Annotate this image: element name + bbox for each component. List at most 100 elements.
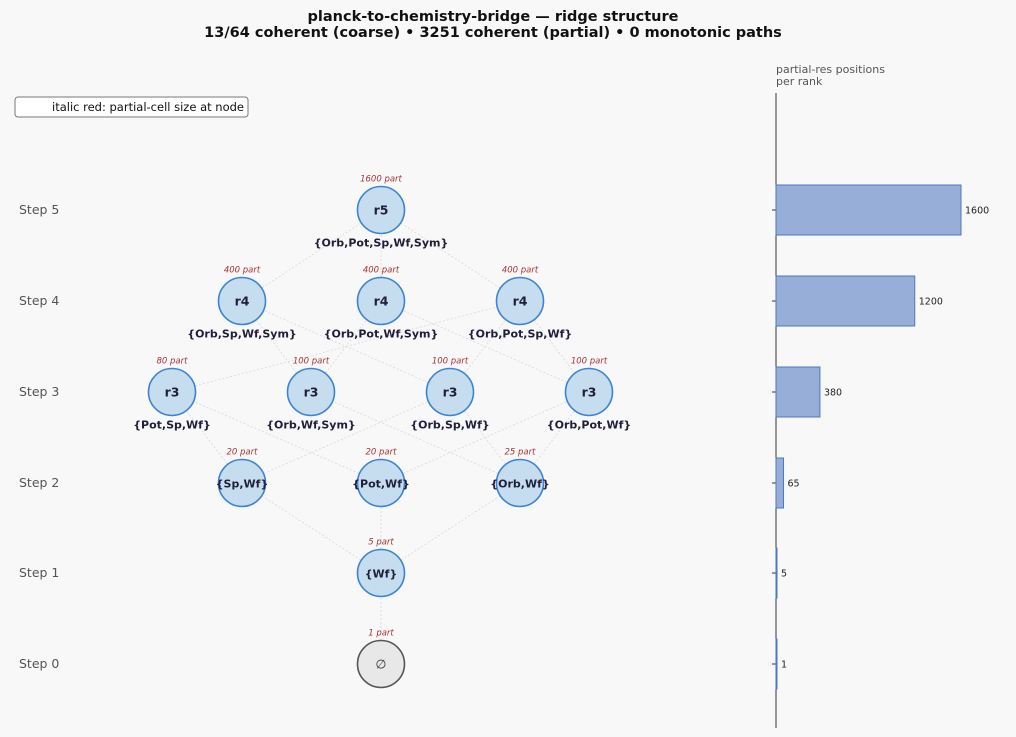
- node-label-n3d: r3: [582, 385, 597, 400]
- node-label-n4a: r4: [235, 294, 250, 309]
- legend-text: italic red: partial-cell size at node: [52, 100, 244, 114]
- step-label-1: Step 1: [19, 565, 59, 580]
- bar-series: 1 5 65 380 1200 1600: [772, 184, 989, 690]
- node-circle-n2a: [217, 458, 267, 508]
- figure-title-line-2: 13/64 coherent (coarse) • 3251 coherent …: [204, 25, 782, 41]
- node-set-n3a: {Pot,Sp,Wf}: [133, 419, 211, 432]
- node-label-n5: r5: [374, 203, 389, 218]
- node-circle-n4c: [495, 276, 545, 326]
- node-set-n5: {Orb,Pot,Sp,Wf,Sym}: [314, 237, 449, 250]
- lattice-edges: [171, 209, 590, 664]
- node-circle-n4a: [217, 276, 267, 326]
- node-circle-n1: [356, 548, 406, 598]
- node-n3a: r3 80 part {Pot,Sp,Wf}: [133, 357, 211, 432]
- node-n0: ∅ 1 part: [356, 629, 406, 689]
- bar-value-0: 1: [781, 660, 787, 671]
- node-part-n1: 5 part: [368, 538, 394, 548]
- node-label-n2c: {Orb,Wf}: [490, 478, 549, 491]
- bar-value-5: 1600: [965, 206, 989, 217]
- node-n2c: {Orb,Wf} 25 part: [490, 448, 550, 508]
- bar-panel-title-line-1: partial-res positions: [776, 63, 885, 76]
- node-part-n3c: 100 part: [432, 357, 469, 367]
- node-n3d: r3 100 part {Orb,Pot,Wf}: [547, 357, 631, 432]
- node-n2b: {Pot,Wf} 20 part: [352, 448, 410, 508]
- node-circle-n3b: [286, 367, 336, 417]
- edge-n1-n2c: [380, 482, 521, 574]
- node-circle-n3a: [147, 367, 197, 417]
- edge-n2a-n3a: [171, 391, 243, 484]
- edge-n1-n2a: [241, 482, 382, 574]
- node-part-n4b: 400 part: [363, 266, 400, 276]
- node-set-n3b: {Orb,Wf,Sym}: [266, 419, 356, 432]
- node-n3b: r3 100 part {Orb,Wf,Sym}: [266, 357, 356, 432]
- node-n4a: r4 400 part {Orb,Sp,Wf,Sym}: [187, 266, 297, 341]
- edge-n3c-n4a: [241, 300, 451, 393]
- edge-n3b-n4a: [241, 300, 312, 393]
- bar-1: [775, 547, 778, 599]
- bar-panel: partial-res positions per rank 1 5 65 380 12…: [772, 63, 989, 728]
- bar-3: [775, 366, 821, 418]
- edge-n2a-n3c: [241, 391, 451, 484]
- lattice-nodes: ∅ 1 part {Wf} 5 part {Sp,Wf} 20 part {Pot,Wf} 2…: [133, 175, 631, 689]
- node-label-n1: {Wf}: [365, 568, 398, 581]
- node-label-n0: ∅: [376, 657, 387, 672]
- bar-value-2: 65: [788, 479, 800, 490]
- step-label-3: Step 3: [19, 384, 59, 399]
- node-n2a: {Sp,Wf} 20 part: [216, 448, 269, 508]
- node-label-n3b: r3: [304, 385, 319, 400]
- node-circle-n4b: [356, 276, 406, 326]
- node-n4b: r4 400 part {Orb,Pot,Wf,Sym}: [324, 266, 439, 341]
- step-label-4: Step 4: [19, 293, 59, 308]
- node-part-n5: 1600 part: [360, 175, 402, 185]
- node-part-n3d: 100 part: [571, 357, 608, 367]
- bar-value-3: 380: [824, 388, 842, 399]
- node-set-n4c: {Orb,Pot,Sp,Wf}: [468, 328, 572, 341]
- edge-n2c-n3b: [310, 391, 521, 484]
- node-part-n4a: 400 part: [224, 266, 261, 276]
- node-label-n2b: {Pot,Wf}: [352, 478, 410, 491]
- step-label-2: Step 2: [19, 475, 59, 490]
- node-n3c: r3 100 part {Orb,Sp,Wf}: [410, 357, 489, 432]
- edge-n2c-n3d: [519, 391, 590, 484]
- edge-n3d-n4c: [519, 300, 590, 393]
- node-part-n3b: 100 part: [293, 357, 330, 367]
- bar-5: [775, 184, 962, 236]
- node-circle-n2b: [356, 458, 406, 508]
- bar-panel-title-line-2: per rank: [776, 75, 823, 88]
- node-label-n2a: {Sp,Wf}: [216, 478, 269, 491]
- node-part-n2b: 20 part: [366, 448, 398, 458]
- edge-n3d-n4b: [380, 300, 590, 393]
- node-label-n4c: r4: [513, 294, 528, 309]
- node-part-n2a: 20 part: [227, 448, 259, 458]
- bar-value-4: 1200: [919, 297, 943, 308]
- bar-4: [775, 275, 916, 327]
- bar-0: [775, 638, 778, 690]
- node-label-n3c: r3: [443, 385, 458, 400]
- node-circle-n5: [356, 185, 406, 235]
- node-part-n3a: 80 part: [157, 357, 189, 367]
- step-label-0: Step 0: [19, 656, 59, 671]
- node-part-n4c: 400 part: [502, 266, 539, 276]
- step-labels: Step 0 Step 1 Step 2 Step 3 Step 4 Step 5: [19, 202, 59, 671]
- node-circle-n3c: [425, 367, 475, 417]
- bar-value-1: 5: [781, 569, 787, 580]
- edge-n2c-n3c: [449, 391, 521, 484]
- node-part-n2c: 25 part: [505, 448, 537, 458]
- node-n4c: r4 400 part {Orb,Pot,Sp,Wf}: [468, 266, 572, 341]
- legend-box: [14, 96, 249, 118]
- bar-2: [775, 457, 785, 509]
- node-circle-n2c: [495, 458, 545, 508]
- node-n1: {Wf} 5 part: [356, 538, 406, 598]
- node-set-n3d: {Orb,Pot,Wf}: [547, 419, 631, 432]
- node-label-n3a: r3: [165, 385, 180, 400]
- edge-n2b-n3a: [171, 391, 382, 484]
- figure-title-line-1: planck-to-chemistry-bridge — ridge struc…: [308, 9, 679, 25]
- node-label-n4b: r4: [374, 294, 389, 309]
- step-label-5: Step 5: [19, 202, 59, 217]
- node-set-n4a: {Orb,Sp,Wf,Sym}: [187, 328, 297, 341]
- legend: italic red: partial-cell size at node: [14, 96, 249, 118]
- node-n5: r5 1600 part {Orb,Pot,Sp,Wf,Sym}: [314, 175, 449, 250]
- node-set-n4b: {Orb,Pot,Wf,Sym}: [324, 328, 439, 341]
- node-circle-n3d: [564, 367, 614, 417]
